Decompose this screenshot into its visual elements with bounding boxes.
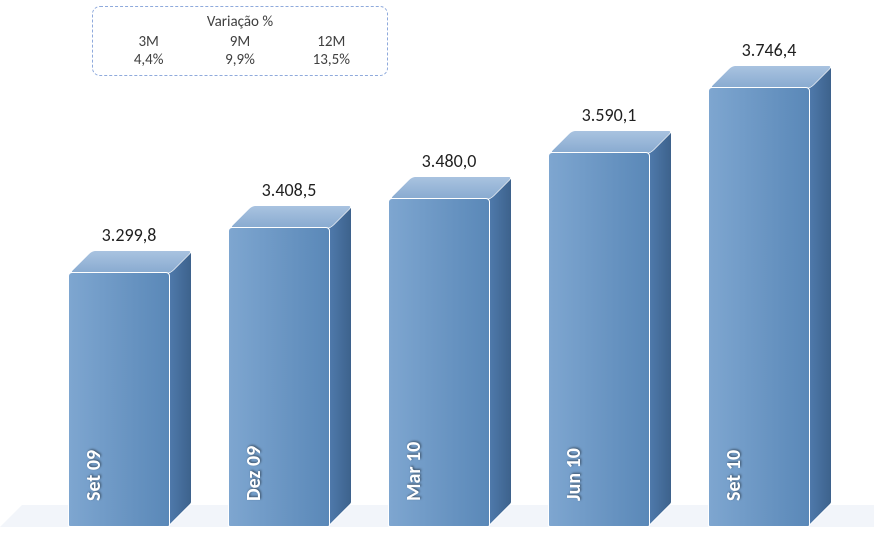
bar-value-label: 3.408,5 (209, 179, 369, 201)
bar-side (168, 248, 192, 527)
bar-category-label: Jun 10 (562, 448, 586, 501)
bar-side (328, 203, 352, 527)
bar-value-label: 3.480,0 (369, 150, 529, 172)
bar-value-label: 3.299,8 (49, 224, 209, 246)
bar: 3.299,8Set 09 (68, 252, 190, 527)
bar-chart: 3.299,8Set 093.408,5Dez 093.480,0Mar 103… (0, 7, 874, 527)
bar-side (648, 128, 672, 527)
bar-side (808, 63, 832, 527)
bar: 3.480,0Mar 10 (388, 178, 510, 527)
bar: 3.590,1Jun 10 (548, 132, 670, 527)
bar-category-label: Dez 09 (242, 446, 266, 501)
bar: 3.408,5Dez 09 (228, 207, 350, 527)
bar-value-label: 3.746,4 (689, 39, 849, 61)
bar-side (488, 174, 512, 527)
bar: 3.746,4Set 10 (708, 67, 830, 527)
bar-category-label: Set 09 (82, 450, 106, 501)
bar-value-label: 3.590,1 (529, 104, 689, 126)
bar-category-label: Set 10 (722, 450, 746, 501)
bar-category-label: Mar 10 (402, 442, 426, 501)
